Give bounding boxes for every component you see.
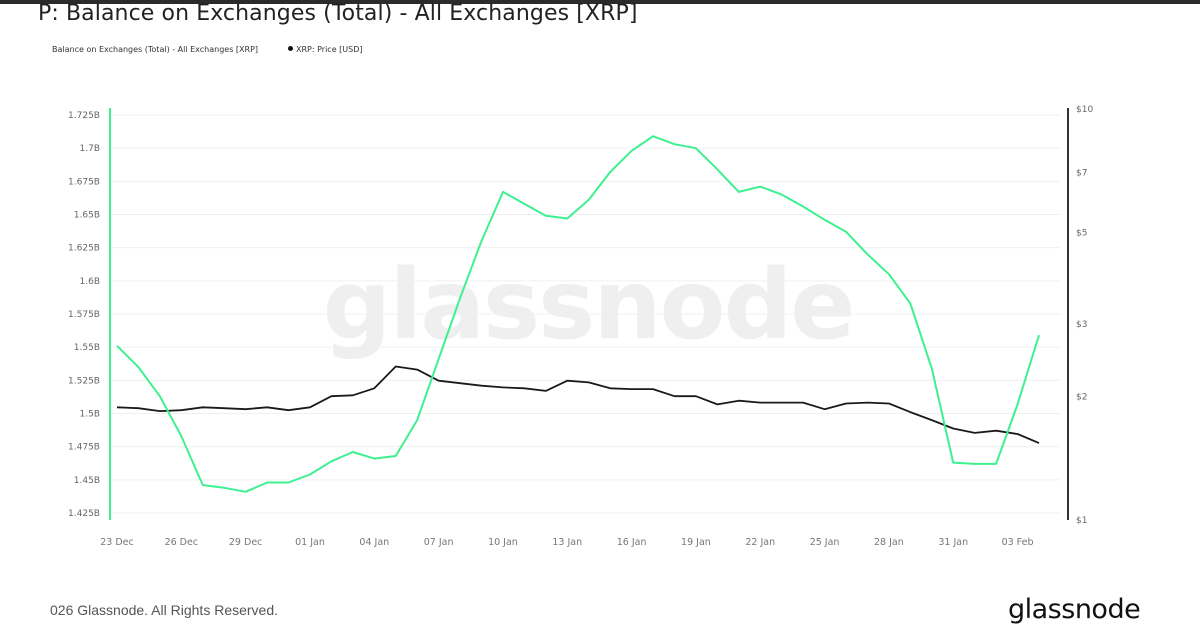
legend-item-price[interactable]: XRP: Price [USD] — [288, 45, 363, 54]
svg-text:$10: $10 — [1076, 105, 1093, 115]
svg-text:01 Jan: 01 Jan — [295, 537, 325, 548]
price-line[interactable] — [116, 365, 1040, 444]
svg-text:03 Feb: 03 Feb — [1002, 537, 1034, 548]
svg-text:22 Jan: 22 Jan — [745, 537, 775, 548]
svg-text:10 Jan: 10 Jan — [488, 537, 518, 548]
svg-text:28 Jan: 28 Jan — [874, 537, 904, 548]
svg-text:1.425B: 1.425B — [68, 509, 100, 519]
svg-text:1.55B: 1.55B — [74, 343, 100, 353]
svg-text:$3: $3 — [1076, 320, 1087, 330]
balance-line[interactable] — [116, 135, 1040, 493]
svg-text:$2: $2 — [1076, 392, 1087, 402]
page-title: P: Balance on Exchanges (Total) - All Ex… — [38, 1, 638, 26]
legend-dot-icon — [288, 46, 293, 51]
legend-item-balance[interactable]: Balance on Exchanges (Total) - All Excha… — [52, 45, 258, 54]
copyright-text: 026 Glassnode. All Rights Reserved. — [50, 602, 279, 618]
svg-text:26 Dec: 26 Dec — [165, 537, 199, 548]
svg-text:25 Jan: 25 Jan — [810, 537, 840, 548]
svg-text:1.65B: 1.65B — [74, 211, 100, 221]
svg-text:1.725B: 1.725B — [68, 111, 100, 121]
svg-text:$7: $7 — [1076, 169, 1087, 179]
svg-text:31 Jan: 31 Jan — [938, 537, 968, 548]
svg-text:13 Jan: 13 Jan — [552, 537, 582, 548]
svg-text:$5: $5 — [1076, 229, 1087, 239]
svg-text:07 Jan: 07 Jan — [424, 537, 454, 548]
watermark-logo: glassnode — [323, 249, 854, 361]
svg-text:29 Dec: 29 Dec — [229, 537, 263, 548]
svg-text:19 Jan: 19 Jan — [681, 537, 711, 548]
right-axis-ticks: $10 $7 $5 $3 $2 $1 — [1076, 105, 1093, 526]
x-axis-ticks: 23 Dec 26 Dec 29 Dec 01 Jan 04 Jan 07 Jan 10 J… — [100, 537, 1033, 548]
left-axis-ticks: 1.725B 1.7B 1.675B 1.65B 1.625B 1.6B 1.575B 1.5… — [68, 111, 100, 519]
svg-text:23 Dec: 23 Dec — [100, 537, 134, 548]
svg-text:1.6B: 1.6B — [80, 277, 101, 287]
gridlines — [112, 114, 1060, 514]
top-border — [0, 0, 1200, 4]
svg-text:1.625B: 1.625B — [68, 244, 100, 254]
svg-text:1.7B: 1.7B — [80, 144, 101, 154]
svg-text:1.525B: 1.525B — [68, 376, 100, 386]
legend-label-price: XRP: Price [USD] — [296, 45, 363, 54]
svg-text:$1: $1 — [1076, 516, 1087, 526]
svg-text:1.675B: 1.675B — [68, 177, 100, 187]
svg-text:1.45B: 1.45B — [74, 476, 100, 486]
svg-text:1.475B: 1.475B — [68, 443, 100, 453]
svg-text:16 Jan: 16 Jan — [617, 537, 647, 548]
glassnode-logo[interactable]: glassnode — [1008, 594, 1141, 625]
svg-text:1.575B: 1.575B — [68, 310, 100, 320]
legend-label-balance: Balance on Exchanges (Total) - All Excha… — [52, 45, 259, 54]
svg-text:1.5B: 1.5B — [80, 410, 101, 420]
svg-text:04 Jan: 04 Jan — [359, 537, 389, 548]
